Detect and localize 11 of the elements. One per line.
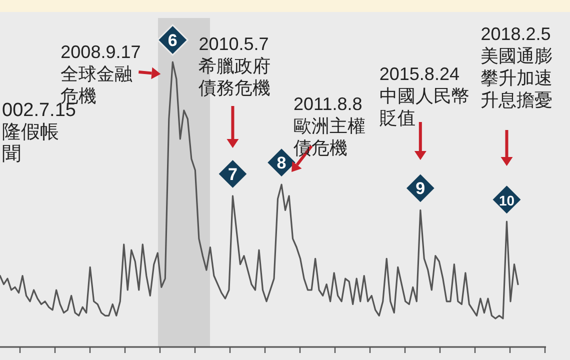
diamond-badge: 9 <box>404 172 436 204</box>
annotation: 7 <box>228 164 238 184</box>
diamond-badge: 10 <box>490 184 523 216</box>
annotation: 2010.5.7 希臘政府債務危機 <box>198 34 271 98</box>
annotation: 2015.8.24 中國人民幣貶值 <box>379 64 470 128</box>
diamond-badge: 6 <box>156 24 189 56</box>
annotation: 2018.2.5 美國通膨攀升加速升息擔憂 <box>480 24 553 110</box>
annotation: 8 <box>276 154 286 173</box>
diamond-badge: 7 <box>216 158 249 190</box>
annotation: 9 <box>416 179 426 198</box>
annotation: 10 <box>498 192 515 209</box>
